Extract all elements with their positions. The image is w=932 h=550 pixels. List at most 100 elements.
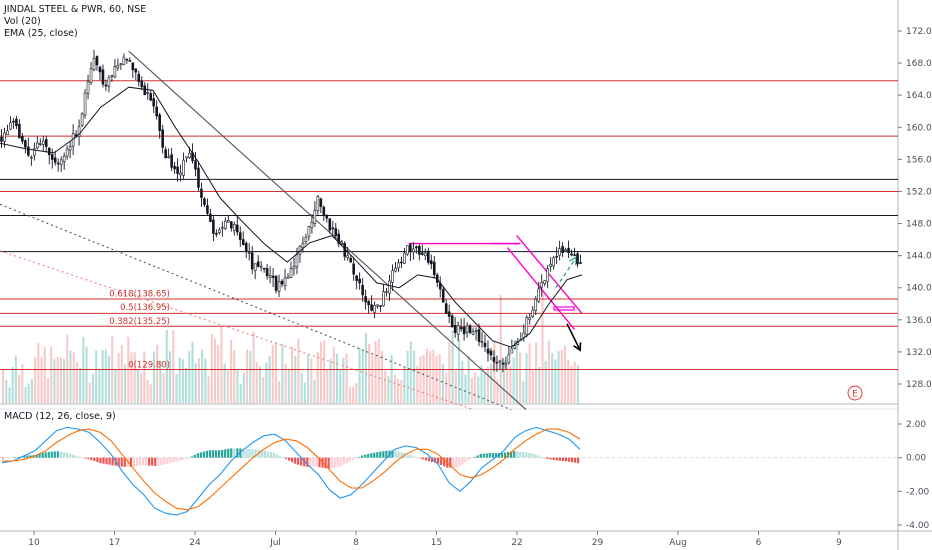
candle-body — [140, 80, 144, 88]
volume-bar — [101, 350, 104, 403]
candle-body — [146, 92, 150, 94]
candle-body — [498, 360, 502, 363]
volume-bar — [213, 338, 217, 403]
candle-body — [292, 266, 296, 270]
volume-bar — [185, 367, 188, 403]
volume-bar — [143, 351, 146, 403]
volume-bar — [371, 355, 374, 403]
candle-body — [155, 106, 158, 117]
volume-bar — [509, 365, 512, 403]
volume-bar — [339, 369, 342, 403]
macd-histogram-bar — [376, 452, 379, 458]
macd-histogram-bar — [132, 457, 136, 467]
candle-body — [241, 239, 245, 245]
volume-bar — [477, 376, 480, 403]
ema-polyline — [0, 86, 583, 348]
candle-body — [227, 220, 230, 223]
macd-histogram-bar — [2, 457, 5, 459]
candle-body — [235, 224, 239, 233]
candle-body — [12, 120, 15, 123]
candle-body — [89, 68, 93, 83]
macd-histogram-bar — [102, 457, 105, 464]
candle-body — [543, 280, 546, 285]
volume-bar — [5, 379, 8, 403]
candle-body — [230, 221, 233, 229]
macd-histogram-bar — [516, 451, 519, 458]
candle-body — [116, 65, 120, 69]
fib-level-label: 0.5(136.95) — [120, 303, 170, 313]
time-tick-label: 22 — [511, 538, 522, 548]
volume-bar — [518, 352, 522, 403]
volume-bar — [297, 338, 300, 403]
macd-histogram-bar — [236, 448, 239, 458]
candle-body — [489, 350, 493, 356]
macd-histogram-bar — [108, 457, 111, 465]
volume-bar — [146, 379, 149, 403]
volume-bar — [544, 360, 547, 403]
macd-histogram-bar — [318, 457, 321, 468]
volume-bar — [319, 341, 322, 403]
macd-histogram-bar — [297, 457, 300, 465]
volume-bar — [368, 343, 371, 403]
candle-body — [465, 325, 469, 333]
volume-bar — [364, 332, 367, 403]
macd-histogram-bar — [485, 453, 488, 458]
candle-body — [113, 66, 117, 78]
volume-bar — [438, 353, 441, 403]
macd-histogram-bar — [193, 454, 196, 458]
macd-histogram-bar — [440, 457, 443, 465]
macd-histogram-bar — [330, 457, 333, 469]
volume-bar — [242, 373, 245, 403]
volume-bar — [178, 357, 181, 403]
candle-body — [376, 304, 379, 307]
candle-body — [367, 300, 370, 306]
candle-body — [325, 214, 329, 219]
candle-body — [158, 114, 161, 131]
volume-bar — [486, 366, 489, 403]
candle-body — [558, 248, 561, 256]
macd-histogram-bar — [482, 453, 485, 458]
candle-body — [301, 242, 305, 248]
candle-body — [421, 252, 424, 255]
candle-body — [15, 118, 18, 127]
macd-histogram-bar — [357, 456, 361, 458]
candle-body — [47, 147, 51, 156]
volume-bar — [246, 349, 249, 403]
price-tick-label: 148.00 — [906, 220, 932, 230]
macd-histogram-bar — [400, 452, 403, 458]
volume-bar — [467, 355, 470, 403]
time-tick-label: Jul — [269, 538, 281, 548]
volume-bar — [329, 358, 332, 403]
macd-histogram-bar — [552, 457, 555, 460]
macd-histogram-bar — [221, 449, 224, 458]
candle-body — [134, 68, 138, 73]
trend-arrow — [555, 256, 577, 289]
candle-body — [450, 315, 454, 327]
candle-body — [274, 275, 278, 291]
candle-body — [53, 157, 57, 163]
macd-histogram-bar — [196, 453, 199, 458]
macd-histogram-bar — [452, 457, 455, 468]
candle-body — [337, 233, 341, 245]
candle-body — [453, 325, 457, 333]
macd-histogram-bar — [251, 449, 254, 458]
candle-body — [573, 254, 576, 257]
macd-histogram-bar — [208, 450, 212, 458]
candle-body — [388, 280, 391, 294]
volume-bar — [72, 352, 75, 403]
volume-bar — [515, 339, 518, 403]
macd-histogram-bar — [96, 457, 99, 463]
macd-histogram-bar — [412, 456, 415, 458]
candle-body — [355, 275, 358, 281]
trend-arrow — [566, 323, 581, 351]
macd-histogram-bar — [284, 457, 288, 460]
volume-bar — [30, 379, 33, 403]
macd-histogram-bar — [71, 454, 75, 458]
candle-body — [492, 357, 496, 362]
macd-histogram-bar — [312, 457, 315, 467]
candle-body — [9, 122, 12, 130]
macd-histogram-bar — [44, 452, 47, 458]
candle-body — [429, 260, 433, 265]
macd-histogram-bar — [263, 450, 266, 458]
